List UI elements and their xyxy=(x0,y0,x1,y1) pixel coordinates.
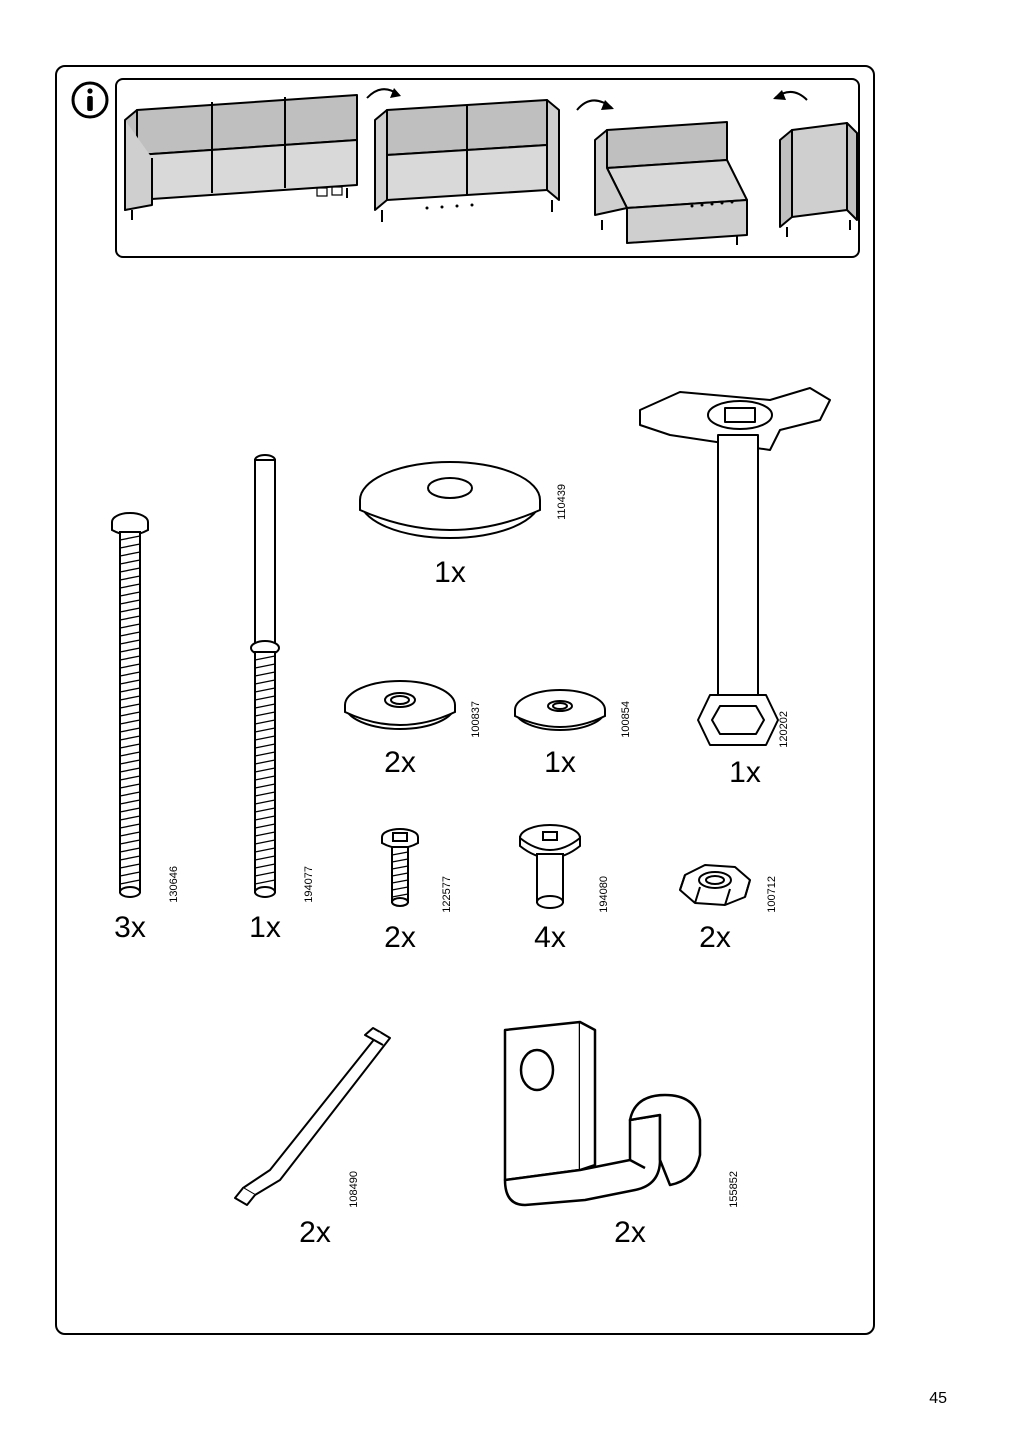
part-washer-small: 1x 100854 xyxy=(500,680,620,780)
qty-label: 2x xyxy=(215,1216,415,1250)
qty-label: 2x xyxy=(500,1216,760,1250)
qty-label: 2x xyxy=(330,746,470,780)
qty-label: 2x xyxy=(355,921,445,955)
part-number: 122577 xyxy=(441,876,453,913)
part-bolt-cap: 4x 194080 xyxy=(500,820,600,955)
qty-label: 2x xyxy=(660,921,770,955)
part-number: 120202 xyxy=(778,711,790,748)
product-overview-box xyxy=(115,78,860,258)
part-nut: 2x 100712 xyxy=(660,855,770,955)
page: 3x 130646 xyxy=(0,0,1012,1432)
part-bracket: 2x 155852 xyxy=(480,1010,760,1250)
qty-label: 1x xyxy=(500,746,620,780)
part-screw-short: 2x 122577 xyxy=(355,825,445,955)
sofa-diagram xyxy=(117,80,862,260)
qty-label: 1x xyxy=(225,911,305,945)
part-tool-wrench: 1x 120202 xyxy=(620,380,840,790)
part-number: 130646 xyxy=(168,866,180,903)
page-number: 45 xyxy=(929,1390,947,1408)
part-number: 100712 xyxy=(766,876,778,913)
part-number: 108490 xyxy=(348,1171,360,1208)
part-number: 194077 xyxy=(303,866,315,903)
qty-label: 4x xyxy=(500,921,600,955)
part-bolt-long: 3x 130646 xyxy=(90,510,170,945)
qty-label: 1x xyxy=(650,756,840,790)
part-allen-key: 2x 108490 xyxy=(215,1020,415,1250)
part-washer-big: 1x 110439 xyxy=(350,440,550,590)
part-number: 155852 xyxy=(728,1171,740,1208)
qty-label: 1x xyxy=(350,556,550,590)
qty-label: 3x xyxy=(90,911,170,945)
part-number: 110439 xyxy=(556,484,568,520)
part-washer-med: 2x 100837 xyxy=(330,670,470,780)
part-number: 100854 xyxy=(620,701,632,738)
part-number: 100837 xyxy=(470,701,482,738)
info-icon xyxy=(70,80,110,120)
part-bolt-medium: 1x 194077 xyxy=(225,450,305,945)
part-number: 194080 xyxy=(598,876,610,913)
